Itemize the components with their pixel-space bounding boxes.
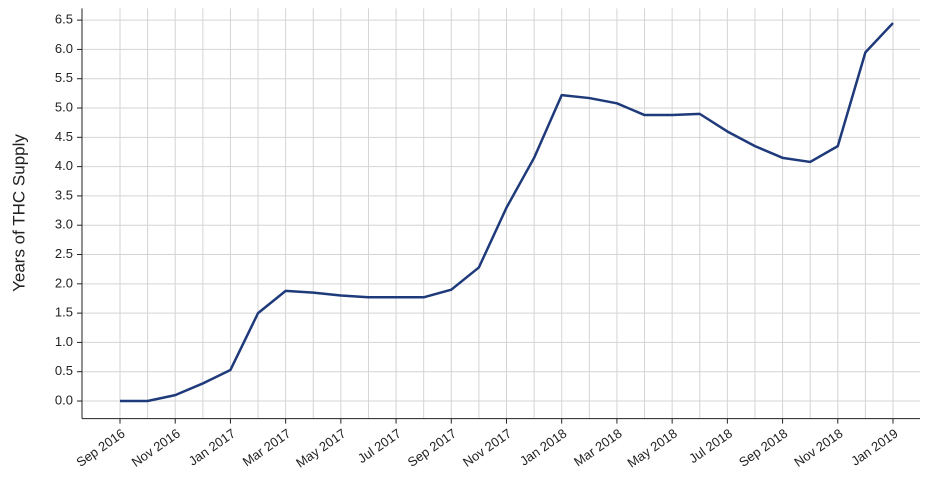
x-tick-label: Sep 2016 xyxy=(73,426,127,470)
y-tick-label: 2.0 xyxy=(55,275,73,290)
y-tick-label: 4.0 xyxy=(55,158,73,173)
y-tick-label: 6.0 xyxy=(55,41,73,56)
x-tick-label: Jan 2018 xyxy=(517,426,569,469)
x-tick-label: Sep 2018 xyxy=(736,426,790,470)
x-tick-label: Sep 2017 xyxy=(405,426,459,470)
y-axis-label: Years of THC Supply xyxy=(9,134,28,292)
x-tick-label: Nov 2018 xyxy=(791,426,845,470)
x-tick-label: Jan 2019 xyxy=(848,426,900,469)
x-tick-label: Mar 2018 xyxy=(571,426,625,470)
x-tick-label: Mar 2017 xyxy=(240,426,294,470)
x-tick-label: May 2018 xyxy=(624,426,679,471)
x-tick-label: Jul 2018 xyxy=(686,426,735,466)
y-tick-label: 6.5 xyxy=(55,12,73,27)
y-tick-label: 1.0 xyxy=(55,334,73,349)
y-tick-label: 0.5 xyxy=(55,363,73,378)
x-tick-label: Jan 2017 xyxy=(186,426,238,469)
y-tick-label: 3.0 xyxy=(55,217,73,232)
y-tick-label: 5.0 xyxy=(55,99,73,114)
y-tick-label: 2.5 xyxy=(55,246,73,261)
data-line xyxy=(120,22,894,403)
y-tick-label: 5.5 xyxy=(55,70,73,85)
x-tick-label: Nov 2017 xyxy=(460,426,514,470)
y-tick-label: 0.0 xyxy=(55,392,73,407)
x-tick-label: Jul 2017 xyxy=(355,426,404,466)
y-tick-label: 4.5 xyxy=(55,129,73,144)
y-tick-label: 3.5 xyxy=(55,187,73,202)
x-tick-label: Nov 2016 xyxy=(129,426,183,470)
x-tick-label: May 2017 xyxy=(293,426,348,471)
y-tick-label: 1.5 xyxy=(55,305,73,320)
